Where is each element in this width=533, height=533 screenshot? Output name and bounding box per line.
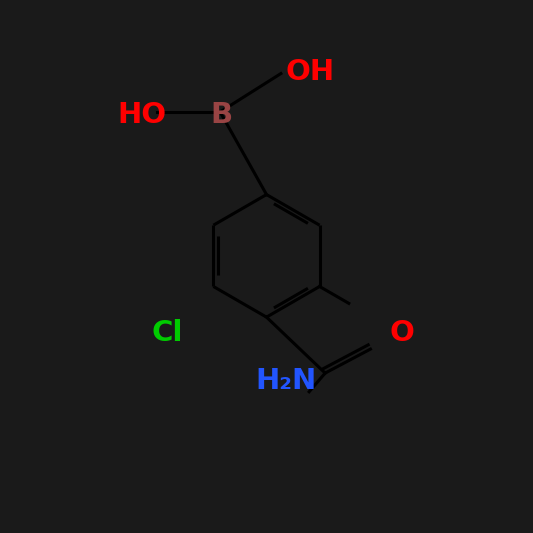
Text: B: B xyxy=(211,101,233,128)
Text: H₂N: H₂N xyxy=(256,367,317,395)
Text: O: O xyxy=(389,319,414,347)
Text: OH: OH xyxy=(285,58,334,86)
Text: HO: HO xyxy=(117,101,166,128)
Text: Cl: Cl xyxy=(152,319,183,347)
